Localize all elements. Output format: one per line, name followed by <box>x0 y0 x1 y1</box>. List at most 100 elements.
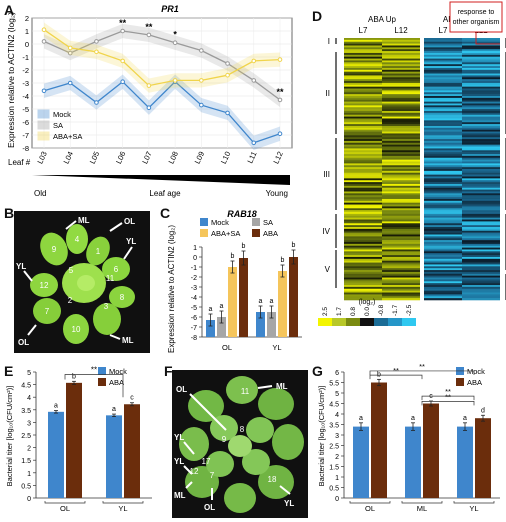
heatmap-cell <box>462 170 500 174</box>
color-scale-swatch <box>318 318 332 326</box>
heatmap-cell <box>344 258 382 261</box>
significance-letter: b <box>231 253 235 260</box>
heatmap-cell <box>424 133 462 136</box>
bar <box>405 426 421 498</box>
heatmap-cell <box>462 221 500 224</box>
age-mid-label: Leaf age <box>149 189 181 198</box>
panel-label-c: C <box>160 205 171 221</box>
heatmap-cell <box>382 232 420 235</box>
heatmap-cell <box>344 62 382 65</box>
bar <box>228 267 237 337</box>
heatmap-cell <box>462 273 500 276</box>
leaf-num: 7 <box>210 471 215 480</box>
heatmap-cell <box>382 193 420 196</box>
heatmap-cell <box>344 155 382 159</box>
heatmap-cell <box>424 189 462 192</box>
heatmap-cell <box>424 105 462 108</box>
heatmap-cell <box>462 167 500 170</box>
heatmap-cell <box>424 150 462 153</box>
heatmap-cell <box>344 148 382 151</box>
heatmap-cell <box>344 279 382 282</box>
heatmap-cell <box>424 238 462 241</box>
heatmap-cell <box>424 183 462 187</box>
heatmap-cell <box>344 97 382 101</box>
heatmap-cell <box>344 39 382 43</box>
heatmap-cell <box>462 225 500 228</box>
heatmap-cell <box>462 133 500 136</box>
heatmap-cell <box>344 176 382 179</box>
data-point <box>277 97 283 103</box>
heatmap-cell <box>382 195 420 198</box>
y-tick-label: 0.5 <box>21 483 31 490</box>
data-point <box>41 39 47 44</box>
heatmap-cell <box>424 170 462 174</box>
color-scale-tick: -0.8 <box>378 304 385 316</box>
heatmap-cell <box>344 101 382 104</box>
heatmap-cell <box>344 58 382 61</box>
cluster-label: V <box>325 265 331 274</box>
arrow-label-ol: OL <box>18 338 29 347</box>
significance-letter: a <box>259 298 263 305</box>
heatmap-cell <box>462 249 500 252</box>
arrow-label-ml: ML <box>276 382 288 391</box>
arrow-label-ml: ML <box>78 216 90 225</box>
heatmap-cell <box>424 38 462 41</box>
y-tick-label: 1.5 <box>329 465 339 472</box>
heatmap-cell <box>344 236 382 239</box>
heatmap-cell <box>344 154 382 157</box>
arrow-label-ol: OL <box>204 503 215 512</box>
heatmap-cell <box>344 217 382 220</box>
y-tick-label: 2 <box>25 14 29 23</box>
heatmap-cell <box>382 285 420 288</box>
heatmap-cell <box>382 187 420 190</box>
heatmap-cell <box>344 182 382 185</box>
heatmap-cell <box>462 281 500 284</box>
heatmap-cell <box>382 183 420 187</box>
heatmap-cell <box>344 191 382 194</box>
leaf-num: 8 <box>240 425 245 434</box>
heatmap-cell <box>382 144 420 147</box>
heatmap-cell <box>382 227 420 230</box>
heatmap-cell <box>344 264 382 267</box>
heatmap-cell <box>344 169 382 172</box>
heatmap-cell <box>424 292 462 295</box>
heatmap-cell <box>462 243 500 247</box>
heatmap-cell <box>462 266 500 269</box>
cluster-label: I <box>328 37 330 46</box>
data-point <box>146 83 152 88</box>
bar <box>124 404 140 498</box>
legend-label: SA <box>53 121 63 130</box>
heatmap-cell <box>462 234 500 237</box>
heatmap-cell <box>344 268 382 271</box>
heatmap-cell <box>462 180 500 183</box>
heatmap-cell <box>382 101 420 104</box>
heatmap-cell <box>344 43 382 46</box>
heatmap-cell <box>462 165 500 168</box>
x-tick-label: L11 <box>245 150 258 165</box>
data-point <box>41 27 47 33</box>
heatmap-cell <box>462 109 500 112</box>
heatmap-cell <box>424 286 462 290</box>
heatmap-cell <box>462 49 500 52</box>
heatmap-cell <box>424 228 462 232</box>
heatmap-cell <box>344 247 382 250</box>
heatmap-cell <box>382 260 420 263</box>
heatmap-cell <box>424 75 462 78</box>
heatmap-cell <box>424 94 462 97</box>
heatmap-cell <box>424 71 462 74</box>
heatmap-cell <box>424 174 462 177</box>
heatmap-cell <box>462 268 500 271</box>
heatmap-cell <box>382 185 420 189</box>
data-point <box>94 39 99 44</box>
heatmap-cell <box>462 157 500 160</box>
data-point <box>277 57 283 62</box>
heatmap-cell <box>462 195 500 198</box>
y-tick-label: 1.5 <box>21 458 31 465</box>
heatmap-cell <box>424 52 462 56</box>
y-tick-label: 0 <box>193 255 197 262</box>
legend-swatch <box>200 218 208 226</box>
heatmap-cell <box>424 193 462 196</box>
heatmap-cell <box>424 82 462 86</box>
chart-a-title: PR1 <box>161 4 179 14</box>
heatmap-cell <box>462 84 500 87</box>
